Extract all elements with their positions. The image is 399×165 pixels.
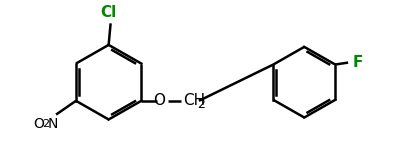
Text: CH: CH: [183, 93, 205, 108]
Text: O: O: [33, 116, 43, 131]
Text: 2: 2: [197, 98, 205, 111]
Text: 2: 2: [43, 119, 50, 130]
Text: Cl: Cl: [101, 5, 117, 20]
Text: N: N: [48, 116, 58, 131]
Text: F: F: [353, 55, 363, 70]
Text: O: O: [153, 93, 165, 108]
